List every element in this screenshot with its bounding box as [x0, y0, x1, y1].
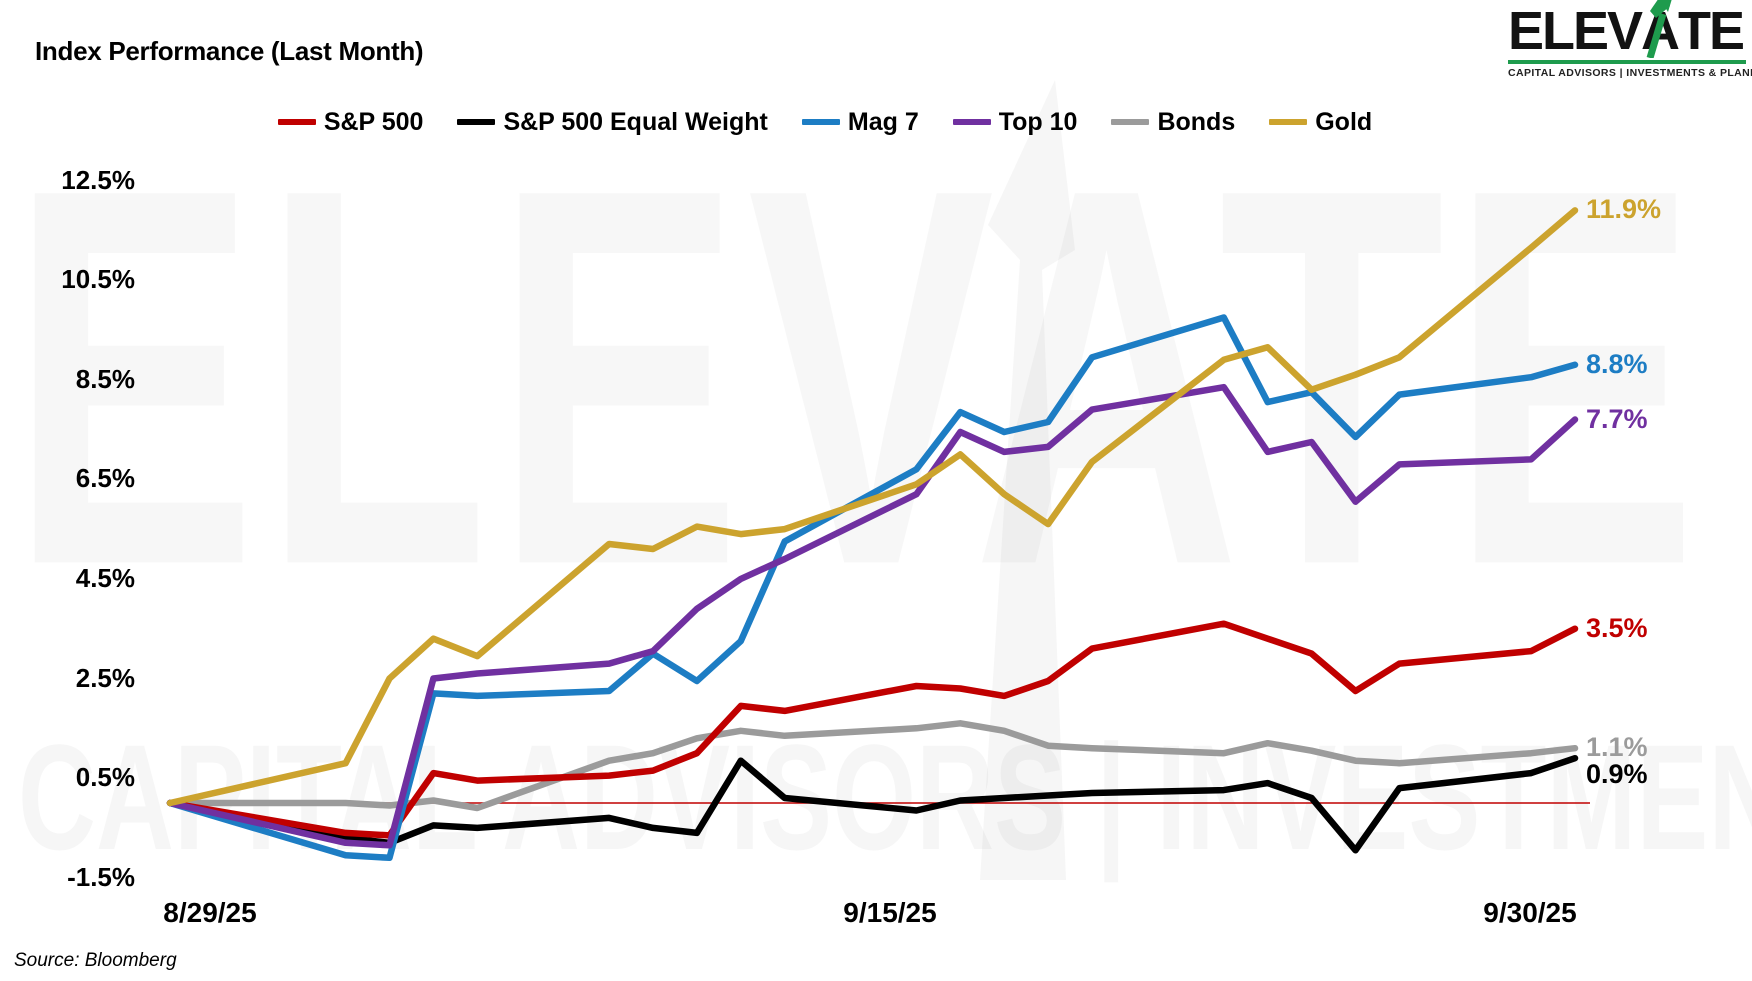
end-label-mag-7: 8.8%	[1586, 348, 1648, 379]
y-tick-label: 6.5%	[75, 463, 135, 494]
end-label-top-10: 7.7%	[1586, 403, 1648, 434]
y-tick-label: 0.5%	[75, 762, 135, 793]
y-tick-label: -1.5%	[67, 861, 135, 892]
wordmark-left: ELEV	[1508, 1, 1643, 61]
wordmark-right: TE	[1678, 1, 1745, 61]
series-line-s-p-500	[166, 620, 1579, 839]
x-tick-label: 8/29/25	[163, 897, 257, 928]
elevate-wordmark: ELEV A TE	[1508, 0, 1746, 61]
legend-swatch	[1269, 119, 1308, 125]
series-line-mag-7	[166, 314, 1579, 862]
y-tick-label: 2.5%	[75, 662, 135, 693]
legend-label: Top 10	[998, 107, 1078, 136]
end-label-s-p-500: 3.5%	[1586, 612, 1648, 643]
end-label-bonds: 1.1%	[1586, 732, 1648, 763]
legend-item-mag-7: Mag 7	[801, 107, 919, 137]
legend-swatch	[1111, 119, 1150, 125]
series-line-bonds	[166, 720, 1579, 812]
legend-item-gold: Gold	[1269, 108, 1372, 137]
y-tick-label: 8.5%	[75, 363, 135, 394]
source-note: Source: Bloomberg	[14, 950, 177, 971]
legend-item-s-p-500: S&P 500	[277, 107, 424, 137]
legend-swatch	[277, 119, 316, 125]
wordmark-a: A	[1641, 0, 1680, 58]
legend-item-s-p-500-equal-weight: S&P 500 Equal Weight	[457, 107, 768, 137]
legend-label: S&P 500	[323, 107, 424, 136]
series-line-top-10	[166, 383, 1579, 849]
legend-label: S&P 500 Equal Weight	[503, 107, 768, 136]
legend-label: Gold	[1315, 107, 1373, 136]
y-tick-label: 10.5%	[61, 264, 135, 295]
end-label-gold: 11.9%	[1586, 194, 1662, 225]
logo-green-rule	[1508, 60, 1746, 65]
legend-label: Mag 7	[847, 107, 919, 136]
legend-label: Bonds	[1157, 107, 1236, 136]
legend-item-top-10: Top 10	[952, 107, 1078, 137]
x-tick-label: 9/15/25	[843, 897, 937, 928]
chart-title: Index Performance (Last Month)	[35, 36, 424, 66]
logo-arrow-icon	[1646, 0, 1672, 58]
y-tick-label: 12.5%	[61, 164, 135, 195]
legend-swatch	[801, 119, 840, 125]
legend-item-bonds: Bonds	[1111, 108, 1235, 137]
end-label-s-p-500-equal-weight: 0.9%	[1586, 759, 1648, 790]
y-tick-label: 4.5%	[75, 562, 135, 593]
legend: S&P 500 S&P 500 Equal Weight Mag 7 Top 10 Bo…	[0, 100, 1650, 144]
elevate-logo: ELEV A TE CAPITAL ADVISORS | INVESTMENTS …	[1508, 0, 1752, 80]
x-tick-label: 9/30/25	[1483, 897, 1577, 928]
legend-swatch	[952, 119, 991, 125]
series-line-gold	[166, 207, 1579, 807]
logo-tagline: CAPITAL ADVISORS | INVESTMENTS & PLANNIN…	[1508, 67, 1752, 80]
legend-swatch	[457, 119, 496, 125]
series-line-s-p-500-equal-weight	[166, 754, 1579, 854]
